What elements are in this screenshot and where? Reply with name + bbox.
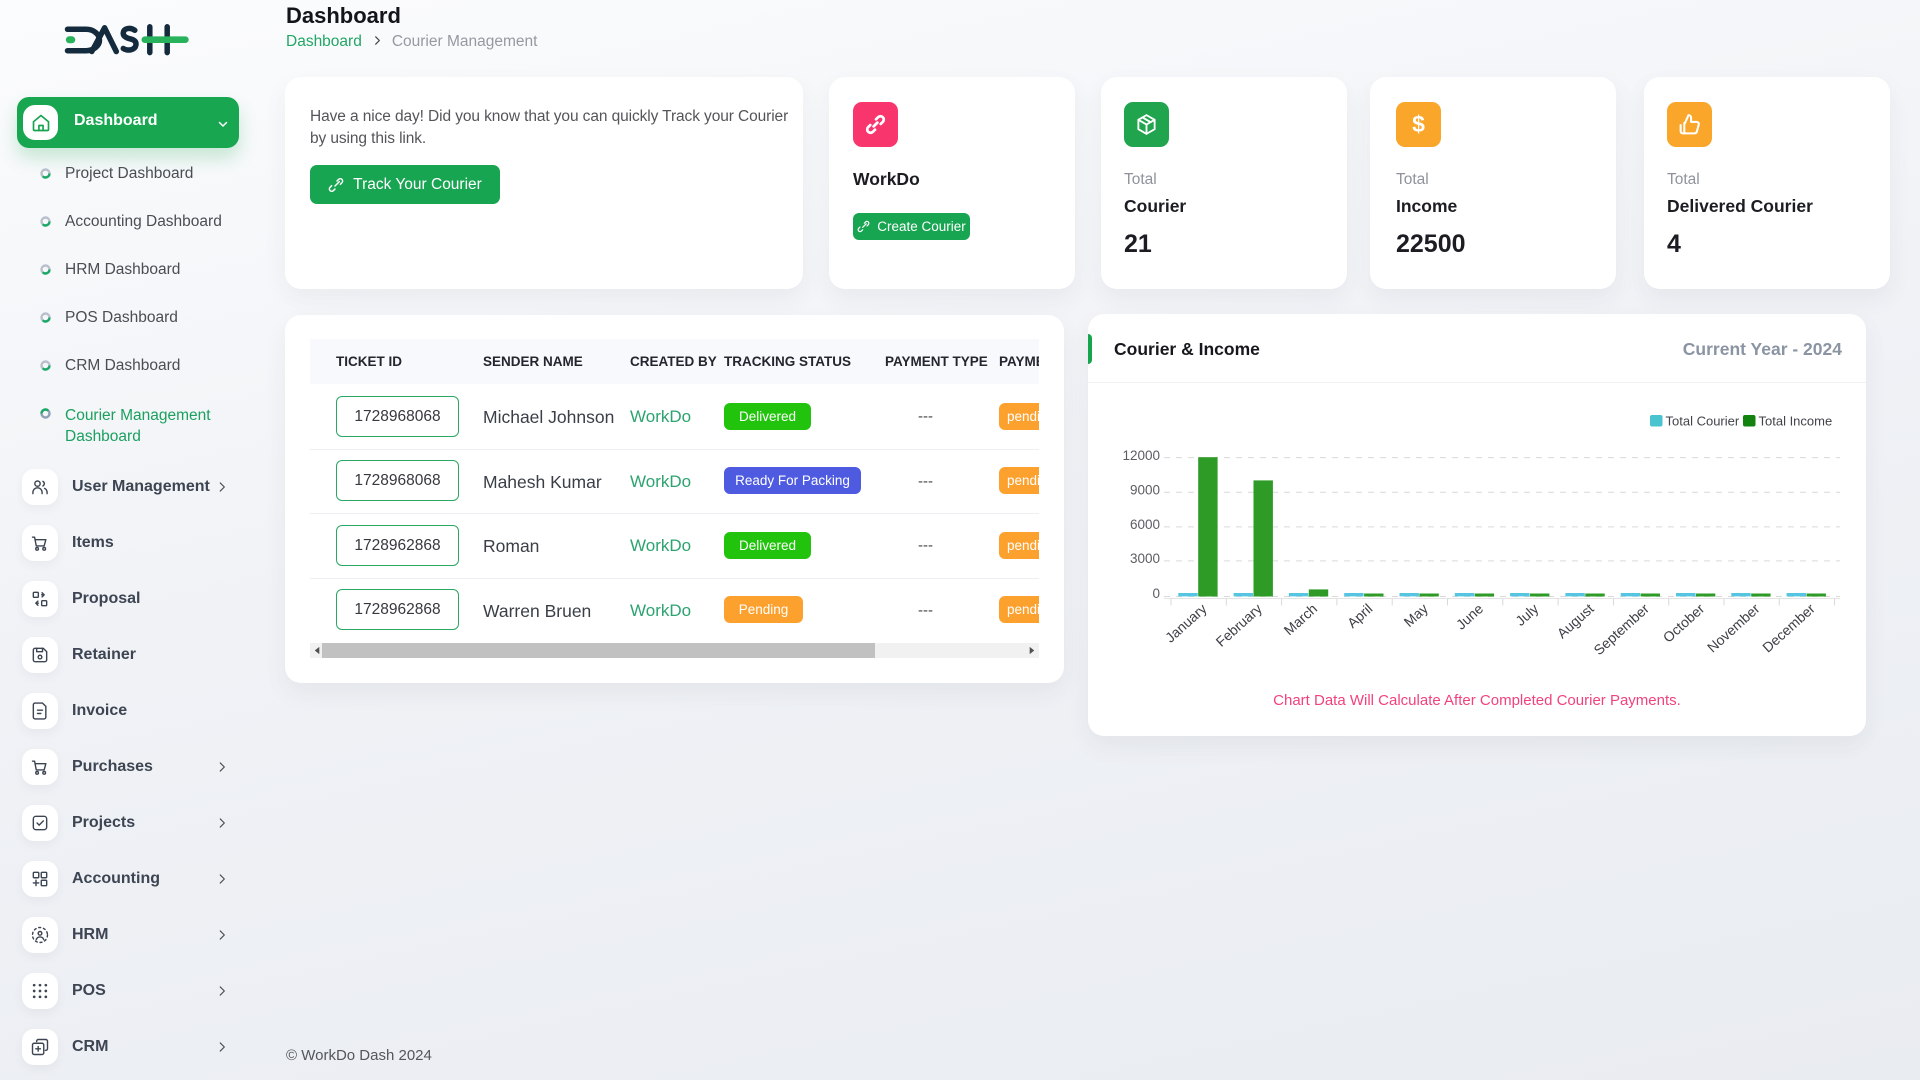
svg-text:December: December [1759, 600, 1818, 655]
svg-text:February: February [1213, 600, 1265, 649]
svg-text:October: October [1660, 600, 1708, 645]
svg-text:November: November [1704, 600, 1763, 655]
svg-text:12000: 12000 [1122, 448, 1160, 463]
svg-text:September: September [1590, 600, 1652, 658]
svg-text:3000: 3000 [1130, 551, 1160, 566]
svg-text:May: May [1401, 600, 1431, 630]
svg-text:6000: 6000 [1130, 517, 1160, 532]
svg-text:April: April [1344, 600, 1376, 631]
svg-text:June: June [1453, 600, 1486, 632]
svg-text:9000: 9000 [1130, 483, 1160, 498]
svg-text:July: July [1512, 600, 1541, 629]
svg-text:August: August [1554, 600, 1597, 641]
svg-text:Total Income: Total Income [1759, 414, 1833, 429]
svg-text:Total Courier: Total Courier [1666, 414, 1740, 429]
svg-text:0: 0 [1152, 586, 1160, 601]
svg-text:March: March [1281, 600, 1321, 638]
svg-text:January: January [1162, 600, 1210, 645]
